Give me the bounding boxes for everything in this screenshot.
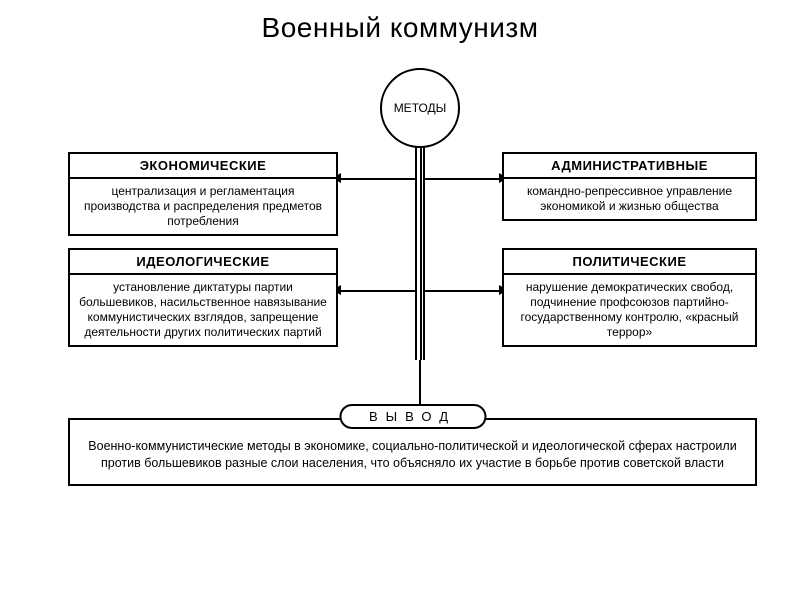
connector-branch [340, 290, 415, 292]
connector-stem [415, 146, 425, 360]
box-heading: АДМИНИСТРАТИВНЫЕ [504, 154, 755, 179]
box-heading: ЭКОНОМИЧЕСКИЕ [70, 154, 336, 179]
connector-to-conclusion [419, 360, 421, 406]
box-ideological: ИДЕОЛОГИЧЕСКИЕ установление диктатуры па… [68, 248, 338, 347]
box-body: нарушение демократических свобод, подчин… [504, 275, 755, 345]
conclusion-label: ВЫВОД [339, 404, 486, 429]
box-body: централизация и регламентация производст… [70, 179, 336, 234]
box-heading: ПОЛИТИЧЕСКИЕ [504, 250, 755, 275]
page-title: Военный коммунизм [0, 0, 800, 44]
box-economic: ЭКОНОМИЧЕСКИЕ централизация и регламента… [68, 152, 338, 236]
box-administrative: АДМИНИСТРАТИВНЫЕ командно-репрессивное у… [502, 152, 757, 221]
conclusion-section: ВЫВОД Военно-коммунистические методы в э… [68, 418, 757, 486]
central-node-methods: МЕТОДЫ [380, 68, 460, 148]
box-heading: ИДЕОЛОГИЧЕСКИЕ [70, 250, 336, 275]
box-body: установление диктатуры партии большевико… [70, 275, 336, 345]
connector-branch [425, 178, 500, 180]
connector-branch [340, 178, 415, 180]
connector-branch [425, 290, 500, 292]
box-political: ПОЛИТИЧЕСКИЕ нарушение демократических с… [502, 248, 757, 347]
box-body: командно-репрессивное управление экономи… [504, 179, 755, 219]
